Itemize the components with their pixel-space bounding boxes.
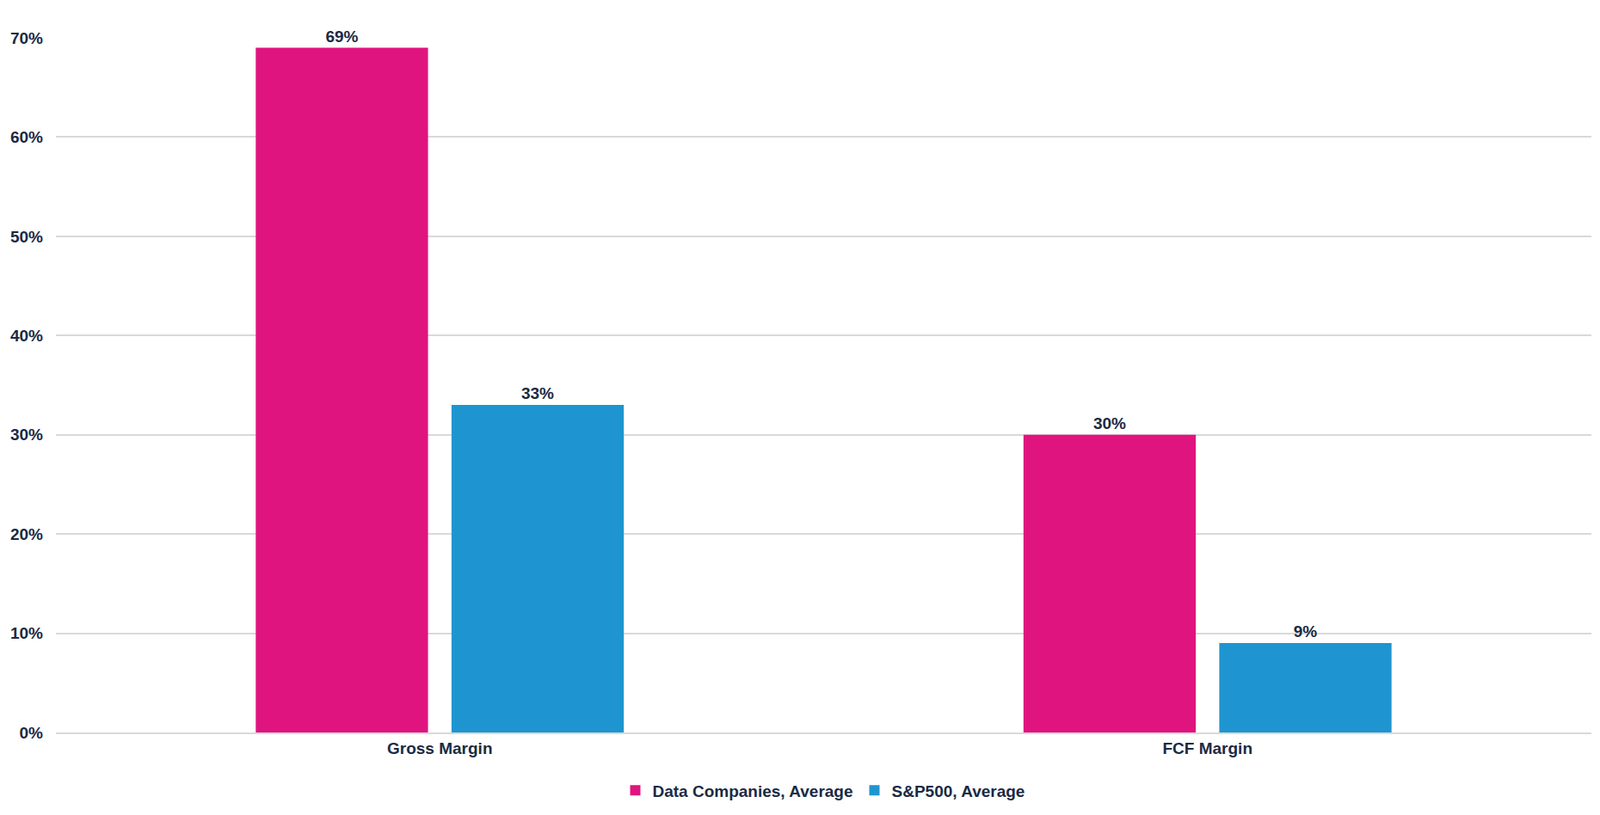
svg-text:Gross Margin: Gross Margin — [387, 739, 493, 758]
svg-text:20%: 20% — [10, 525, 44, 544]
svg-text:0%: 0% — [19, 724, 44, 743]
svg-text:FCF Margin: FCF Margin — [1163, 739, 1254, 758]
svg-text:10%: 10% — [10, 624, 44, 643]
svg-text:69%: 69% — [325, 27, 358, 46]
svg-text:60%: 60% — [10, 128, 44, 147]
svg-text:9%: 9% — [1293, 622, 1318, 641]
svg-text:30%: 30% — [1093, 414, 1127, 433]
svg-text:30%: 30% — [10, 425, 44, 444]
svg-text:70%: 70% — [10, 29, 44, 48]
svg-text:Data Companies, Average: Data Companies, Average — [652, 782, 854, 801]
svg-text:S&P500, Average: S&P500, Average — [892, 782, 1026, 801]
svg-text:33%: 33% — [521, 384, 554, 403]
svg-text:40%: 40% — [10, 326, 44, 345]
svg-text:50%: 50% — [10, 227, 44, 247]
